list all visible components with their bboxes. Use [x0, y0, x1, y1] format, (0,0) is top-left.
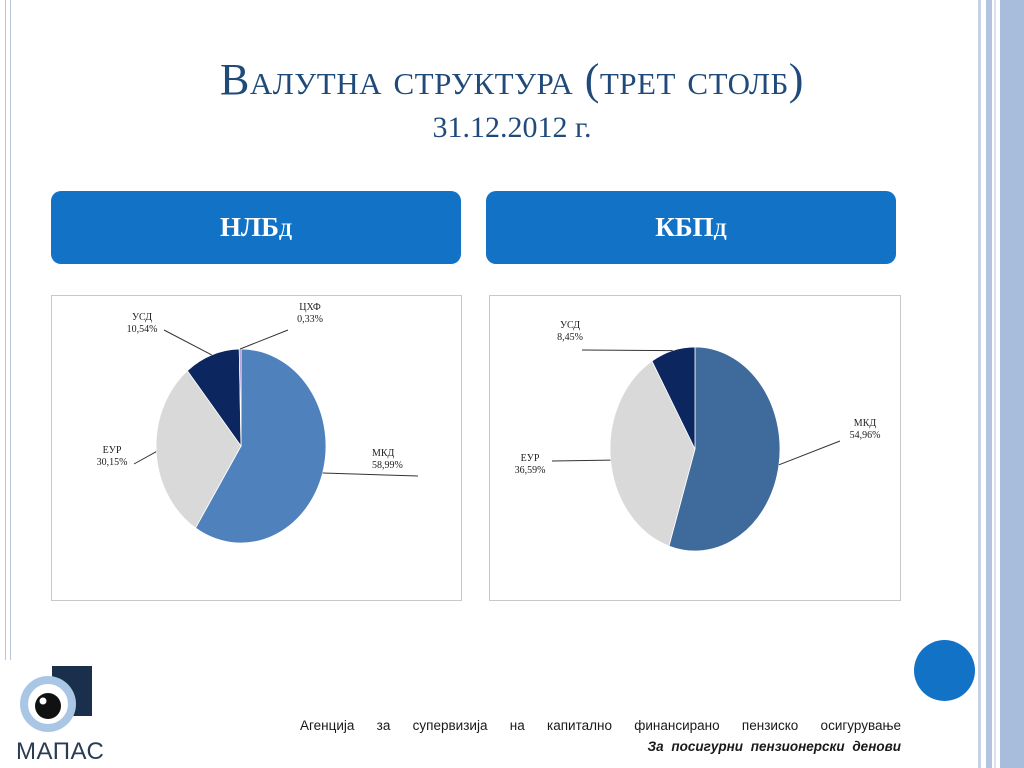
- slice-value-label: 58,99%: [372, 460, 403, 471]
- pie-slice-ЕУР: [155, 370, 242, 529]
- slice-value-label: 0,33%: [297, 314, 323, 325]
- panel-header-label: КБПд: [655, 212, 727, 242]
- panel-header-label: НЛБд: [219, 212, 293, 242]
- footer-agency: Агенција за супервизија на капитално фин…: [300, 718, 901, 733]
- leader-line: [239, 329, 289, 350]
- slice-label: ЕУР: [103, 445, 122, 456]
- left-border-line-inner: [10, 0, 11, 660]
- slice-label: ЦХФ: [299, 302, 321, 313]
- slice-label: МКД: [372, 448, 395, 459]
- right-decorative-stripes: [978, 0, 1024, 768]
- leader-line: [322, 472, 419, 477]
- pie-chart-kbpd: МКД 54,96% ЕУР 36,59% УСД 8,45%: [489, 295, 901, 601]
- pie-slice-МКД: [195, 348, 327, 544]
- panel-header-nlbd: НЛБд: [51, 191, 461, 264]
- slice-value-label: 8,45%: [557, 332, 583, 343]
- slice-value-label: 36,59%: [515, 465, 546, 476]
- mapas-logo: [20, 666, 92, 732]
- logo-text: МАПАС: [16, 738, 105, 765]
- slice-value-label: 10,54%: [127, 324, 158, 335]
- slice-label: ЕУР: [521, 453, 540, 464]
- slice-label: МКД: [854, 418, 877, 429]
- left-border-line: [5, 0, 6, 660]
- pie-slice-МКД: [668, 346, 781, 552]
- leader-line: [551, 459, 611, 462]
- pie-chart-nlbd: МКД 58,99% ЕУР 30,15% УСД 10,54% ЦХФ 0,33%: [51, 295, 462, 601]
- pie-slice-УСД: [651, 346, 696, 450]
- page-subtitle: 31.12.2012 г.: [432, 111, 592, 144]
- leader-line: [133, 451, 157, 465]
- slice-label: УСД: [560, 320, 580, 331]
- slice-label: УСД: [132, 312, 152, 323]
- page-title: Валутна структура (трет столб): [220, 55, 804, 104]
- slice-value-label: 54,96%: [850, 430, 881, 441]
- leader-line: [163, 329, 212, 356]
- panel-header-kbpd: КБПд: [486, 191, 896, 264]
- decorative-circle: [914, 640, 975, 701]
- leader-line: [581, 349, 673, 352]
- leader-line: [778, 440, 841, 466]
- footer-motto: За посигурни пензионерски денови: [647, 739, 902, 754]
- pie-slice-ЕУР: [609, 360, 696, 547]
- slice-value-label: 30,15%: [97, 457, 128, 468]
